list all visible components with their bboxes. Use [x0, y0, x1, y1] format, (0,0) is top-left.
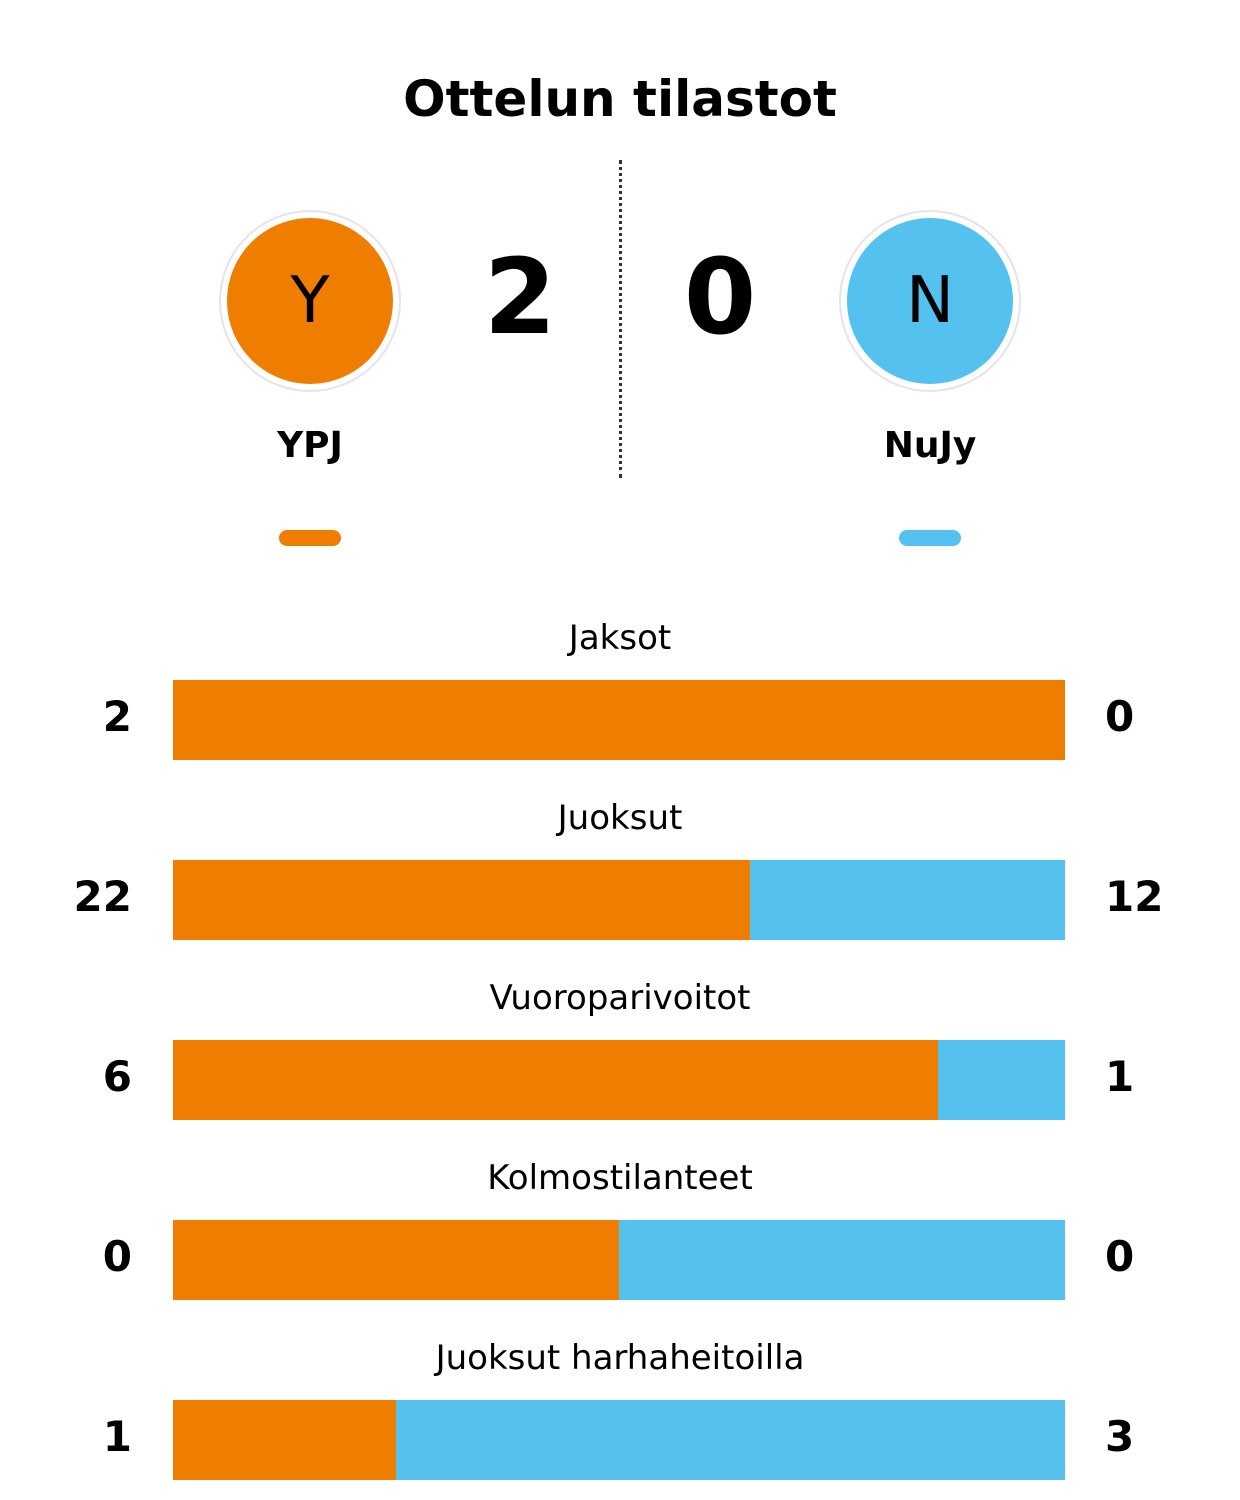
away-legend-swatch	[899, 530, 961, 546]
stat-label: Juoksut	[557, 798, 683, 838]
home-stat-value: 22	[73, 872, 132, 921]
page-title: Ottelun tilastot	[403, 70, 837, 128]
stat-label: Jaksot	[568, 618, 672, 658]
home-bar-segment	[173, 1220, 619, 1300]
home-stat-value: 1	[102, 1412, 132, 1461]
away-bar-segment	[396, 1400, 1065, 1480]
home-score: 2	[483, 236, 557, 358]
away-team-name: NuJy	[883, 425, 977, 466]
away-logo-initial: N	[847, 218, 1013, 384]
away-stat-value: 0	[1105, 692, 1135, 741]
away-bar-segment	[937, 1040, 1065, 1120]
away-bar-segment	[750, 860, 1065, 940]
home-bar-segment	[173, 860, 751, 940]
away-stat-value: 12	[1105, 872, 1164, 921]
center-divider	[619, 160, 622, 478]
stat-bar	[173, 1040, 1065, 1120]
away-score: 0	[683, 236, 757, 358]
stat-bar	[173, 680, 1065, 760]
stat-label: Juoksut harhaheitoilla	[435, 1338, 805, 1378]
home-bar-segment	[173, 680, 1065, 760]
away-stat-value: 3	[1105, 1412, 1135, 1461]
away-stat-value: 0	[1105, 1232, 1135, 1281]
home-stat-value: 0	[102, 1232, 132, 1281]
stat-label: Vuoroparivoitot	[489, 978, 751, 1018]
home-team-logo: Y	[219, 210, 401, 392]
home-stat-value: 2	[102, 692, 132, 741]
home-legend-swatch	[279, 530, 341, 546]
away-team-logo: N	[839, 210, 1021, 392]
stat-bar	[173, 1400, 1065, 1480]
away-stat-value: 1	[1105, 1052, 1135, 1101]
home-logo-initial: Y	[227, 218, 393, 384]
home-team-name: YPJ	[277, 425, 343, 466]
stat-bar	[173, 1220, 1065, 1300]
away-bar-segment	[619, 1220, 1065, 1300]
home-bar-segment	[173, 1400, 396, 1480]
stat-label: Kolmostilanteet	[487, 1158, 753, 1198]
home-stat-value: 6	[102, 1052, 132, 1101]
home-bar-segment	[173, 1040, 938, 1120]
stat-bar	[173, 860, 1065, 940]
